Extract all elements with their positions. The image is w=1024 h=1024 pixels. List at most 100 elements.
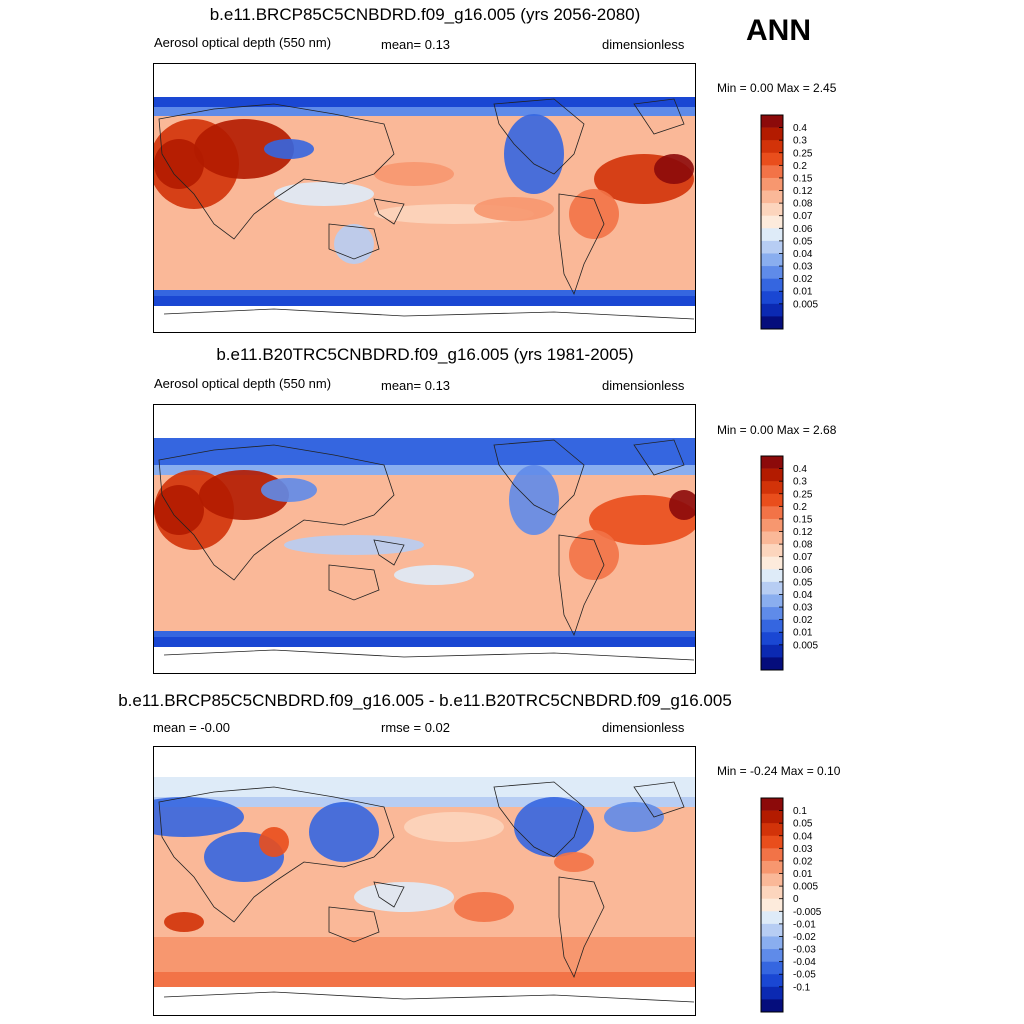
colorbar-swatch	[761, 898, 783, 912]
colorbar-tick-label: -0.05	[793, 970, 816, 981]
colorbar-swatch	[761, 316, 783, 330]
coastline	[493, 439, 585, 516]
colorbar-tick-label: -0.02	[793, 932, 816, 943]
colorbar-swatch	[761, 468, 783, 482]
colorbar-tick-label: 0.06	[793, 224, 813, 235]
colorbar-swatch	[761, 823, 783, 837]
panel-2-title: b.e11.B20TRC5CNBDRD.f09_g16.005 (yrs 198…	[216, 345, 634, 364]
field-blob	[264, 139, 314, 159]
field-blob	[164, 912, 204, 932]
field-blob	[569, 189, 619, 239]
colorbar-tick-label: 0.04	[793, 249, 813, 260]
colorbar-swatch	[761, 165, 783, 179]
field-blob	[454, 892, 514, 922]
colorbar-swatch	[761, 974, 783, 988]
field-band	[154, 631, 695, 637]
field-blob	[669, 490, 695, 520]
colorbar-swatch	[761, 657, 783, 671]
panel-2-minmax-label: Min = 0.00 Max = 2.68	[717, 423, 837, 437]
field-band	[154, 64, 695, 97]
colorbar-tick-label: 0.06	[793, 565, 813, 576]
colorbar-swatch	[761, 228, 783, 242]
colorbar-swatch	[761, 456, 783, 469]
field-blob	[261, 478, 317, 502]
colorbar-tick-label: 0.04	[793, 590, 813, 601]
coastline	[558, 534, 605, 637]
field-band	[154, 296, 695, 306]
colorbar-tick-label: 0.01	[793, 628, 813, 639]
coastline	[373, 539, 405, 566]
colorbar-swatch	[761, 190, 783, 204]
coastline	[633, 781, 685, 818]
colorbar-swatch	[761, 607, 783, 620]
colorbar-tick-label: 0.3	[793, 477, 807, 488]
field-blob	[154, 485, 204, 535]
colorbar-swatch	[761, 291, 783, 305]
colorbar-tick-label: -0.04	[793, 957, 816, 968]
coastline	[163, 991, 695, 1003]
colorbar-tick-label: 0.08	[793, 540, 813, 551]
colorbar-swatch	[761, 986, 783, 1000]
panel-2-units-label: dimensionless	[602, 378, 685, 393]
panel-2-map	[153, 404, 696, 674]
field-band	[154, 97, 695, 107]
colorbar-tick-label: 0.05	[793, 236, 813, 247]
panel-3-rmse-label: rmse = 0.02	[381, 720, 451, 735]
colorbar-swatch	[761, 873, 783, 887]
panel-2-colorbar: 0.4 0.3 0.25 0.2 0.15 0.12 0.08 0.07 0.06 0.05 0.0…	[760, 455, 818, 671]
field-band	[154, 747, 695, 777]
colorbar-tick-label: 0.25	[793, 148, 813, 159]
colorbar-swatch	[761, 481, 783, 495]
colorbar-frame	[760, 797, 784, 1013]
panel-3-map	[153, 746, 696, 1016]
colorbar-swatch	[761, 253, 783, 267]
colorbar-swatch	[761, 860, 783, 874]
colorbar-tick-label: 0.2	[793, 502, 807, 513]
colorbar-tick-label: 0.3	[793, 136, 807, 147]
coastline	[633, 98, 685, 135]
colorbar-swatch	[761, 911, 783, 925]
colorbar-swatch	[761, 949, 783, 962]
colorbar-swatch	[761, 632, 783, 646]
colorbar-tick-label: 0	[793, 894, 799, 905]
panel-1-units-label: dimensionless	[602, 37, 685, 52]
field-band	[154, 438, 695, 465]
colorbar-tick-label: 0.02	[793, 274, 813, 285]
colorbar-tick-label: -0.005	[793, 907, 822, 918]
colorbar-tick-label: 0.03	[793, 262, 813, 273]
colorbar-tick-label: 0.07	[793, 211, 813, 222]
colorbar-swatch	[761, 203, 783, 217]
field-band	[154, 637, 695, 647]
panel-3-mean-label: mean = -0.00	[153, 720, 230, 735]
colorbar-swatch	[761, 886, 783, 900]
colorbar-tick-label: 0.05	[793, 577, 813, 588]
colorbar-tick-label: 0.2	[793, 161, 807, 172]
colorbar-tick-label: 0.12	[793, 186, 813, 197]
field-blob	[374, 162, 454, 186]
colorbar-tick-label: 0.005	[793, 882, 818, 893]
field-band	[154, 290, 695, 296]
colorbar-swatch	[761, 493, 783, 507]
field-band	[154, 972, 695, 987]
field-blob	[154, 797, 244, 837]
colorbar-tick-label: 0.12	[793, 527, 813, 538]
field-blob	[199, 470, 289, 520]
panel-3-minmax-label: Min = -0.24 Max = 0.10	[717, 764, 841, 778]
panel-2-variable-label: Aerosol optical depth (550 nm)	[154, 376, 332, 391]
field-band	[154, 465, 695, 475]
field-blob	[154, 139, 204, 189]
panel-3-colorbar: 0.1 0.05 0.04 0.03 0.02 0.01 0.005 0 -0.005 -0.01…	[760, 797, 822, 1013]
colorbar-tick-label: 0.07	[793, 552, 813, 563]
coastline	[158, 786, 395, 923]
panel-2-mean-label: mean= 0.13	[381, 378, 451, 393]
coastline	[633, 439, 685, 476]
colorbar-tick-label: 0.4	[793, 123, 807, 134]
colorbar-swatch	[761, 518, 783, 532]
coastline	[558, 876, 605, 979]
colorbar-tick-label: 0.03	[793, 603, 813, 614]
field-band	[154, 797, 695, 807]
colorbar-tick-label: 0.4	[793, 464, 807, 475]
coastline	[158, 444, 395, 581]
colorbar-tick-label: -0.1	[793, 982, 811, 993]
colorbar-tick-label: 0.1	[793, 806, 807, 817]
